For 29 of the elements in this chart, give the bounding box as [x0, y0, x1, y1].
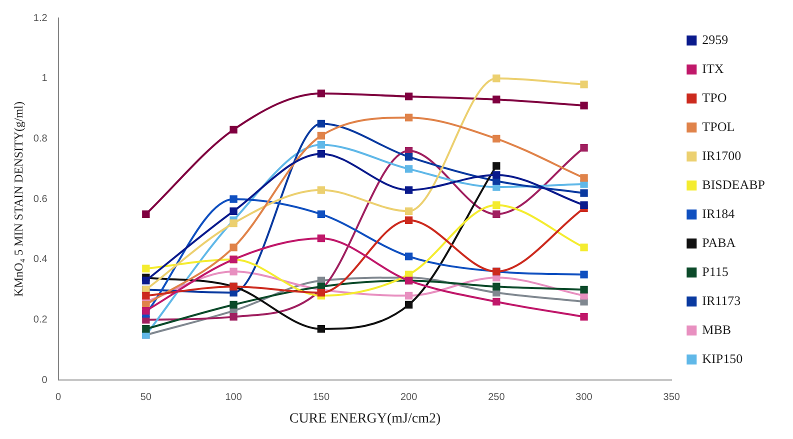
y-tick-label: 0.6: [33, 194, 48, 205]
x-tick-label: 200: [400, 392, 418, 403]
y-axis-title: KMnO₄ 5 MIN STAIN DENSITY(g/ml): [11, 101, 26, 297]
legend-label: IR1173: [702, 292, 741, 308]
y-tick-label: 1: [42, 73, 48, 84]
legend-label: IR184: [702, 206, 736, 221]
legend-label: MBB: [702, 322, 732, 337]
y-tick-label: 0.4: [33, 254, 48, 266]
x-tick-label: 100: [225, 392, 242, 403]
y-tick-label: 0.2: [33, 314, 48, 326]
x-tick-label: 350: [663, 392, 680, 403]
legend-label: KIP150: [702, 350, 743, 366]
y-tick-label: 0: [42, 374, 48, 386]
x-tick-label: 0: [56, 392, 62, 403]
x-tick-label: 250: [488, 392, 506, 403]
x-tick-label: 50: [140, 392, 152, 403]
legend-label: 2959: [702, 32, 728, 47]
legend-label: PABA: [702, 234, 736, 250]
legend-label: TPOL: [702, 118, 735, 134]
legend-label: P115: [702, 264, 728, 279]
legend-label: BISDEABP: [702, 176, 766, 192]
x-tick-label: 150: [312, 392, 330, 403]
legend-label: IR1700: [702, 148, 742, 163]
x-tick-label: 300: [576, 392, 593, 403]
legend-label: TPO: [702, 90, 727, 105]
y-tick-label: 1.2: [33, 12, 48, 24]
y-tick-label: 0.8: [33, 133, 48, 144]
legend-label: ITX: [702, 60, 724, 76]
x-axis-title: CURE ENERGY(mJ/cm2): [289, 411, 441, 426]
